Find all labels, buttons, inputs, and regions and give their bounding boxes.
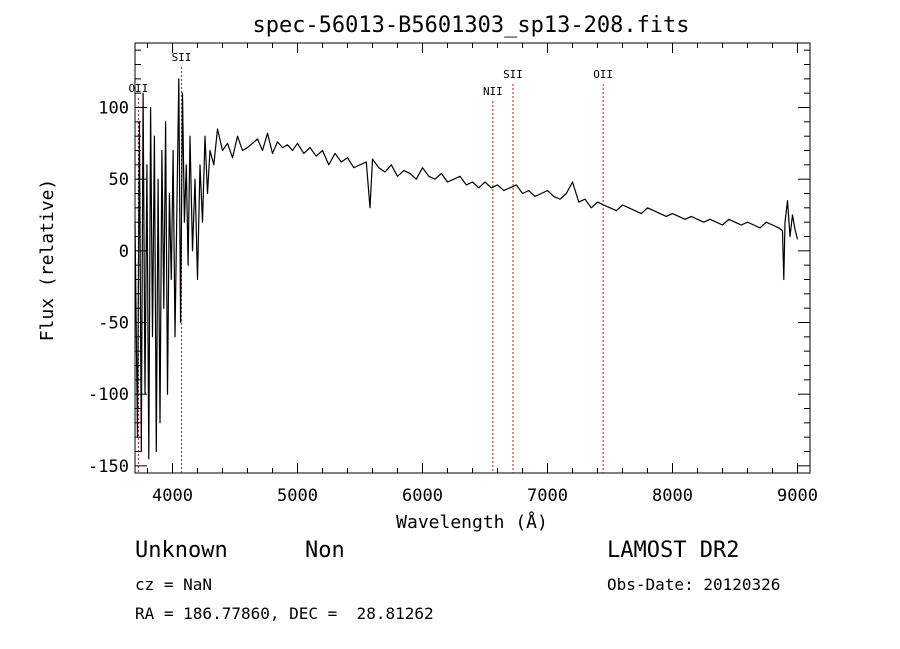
x-tick-label: 6000 xyxy=(402,486,443,506)
series-layer xyxy=(134,78,799,460)
chart-title: spec-56013-B5601303_sp13-208.fits xyxy=(252,13,689,38)
axes: 4000 5000 6000 7000 8000 9000 -150 -100 -50 0 50 10… xyxy=(88,43,818,506)
y-tick-label: -100 xyxy=(88,385,129,405)
survey-label: LAMOST DR2 xyxy=(607,538,740,563)
x-tick-label: 7000 xyxy=(527,486,568,506)
line-marker-label: OII xyxy=(593,68,613,81)
line-marker-label: SII xyxy=(503,68,523,81)
y-tick-label: 100 xyxy=(98,99,129,119)
line-marker-label: OII xyxy=(128,82,148,95)
y-tick-label: -50 xyxy=(98,314,129,334)
x-tick-label: 9000 xyxy=(777,486,818,506)
y-tick-label: 0 xyxy=(119,242,129,262)
redshift-text: cz = NaN xyxy=(135,575,213,594)
y-tick-label: -150 xyxy=(88,457,129,477)
plot-frame xyxy=(134,42,811,474)
x-tick-label: 4000 xyxy=(152,486,193,506)
y-tick-label: 50 xyxy=(109,170,129,190)
obs-date-text: Obs-Date: 20120326 xyxy=(607,575,781,594)
x-tick-label: 8000 xyxy=(652,486,693,506)
y-axis-label: Flux (relative) xyxy=(37,179,58,342)
class-label: Unknown xyxy=(135,538,228,563)
x-tick-label: 5000 xyxy=(277,486,318,506)
x-axis-label: Wavelength (Å) xyxy=(396,511,548,533)
line-marker-label: NII xyxy=(483,85,503,98)
spectrum-line xyxy=(134,78,799,460)
subclass-label: Non xyxy=(305,538,345,563)
coordinates-text: RA = 186.77860, DEC = 28.81262 xyxy=(135,604,434,623)
line-marker-label: SII xyxy=(172,51,192,64)
